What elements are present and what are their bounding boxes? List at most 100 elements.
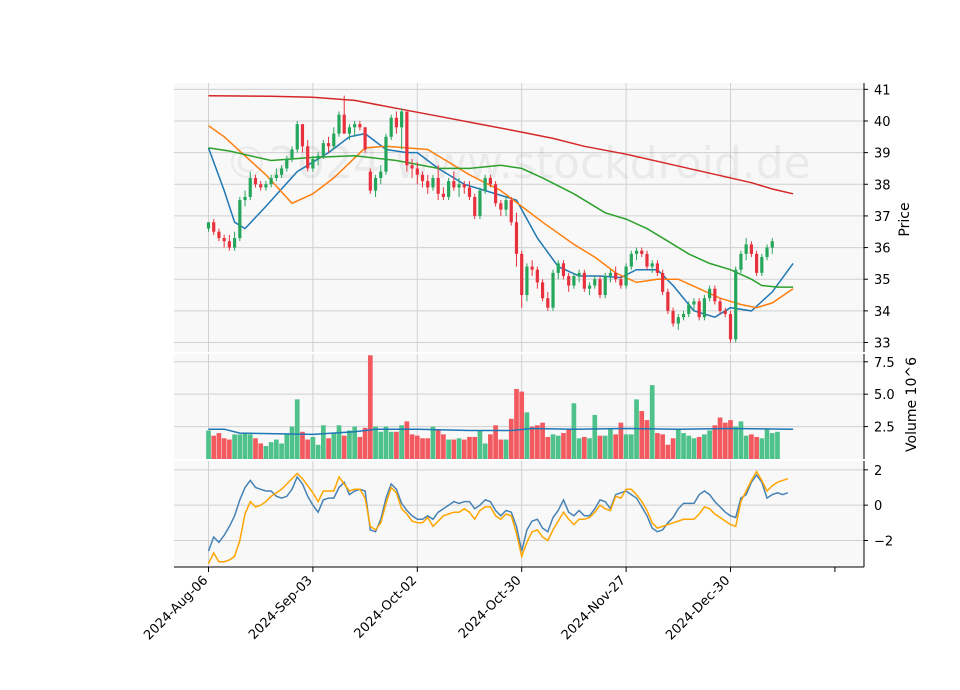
price-axis-label: Price	[897, 202, 913, 236]
candle	[274, 168, 278, 182]
volume-bar	[608, 429, 613, 459]
candle-body	[332, 133, 336, 147]
volume-bar	[759, 438, 765, 459]
volume-bar	[388, 431, 394, 459]
volume-bar	[628, 434, 634, 459]
candle	[415, 162, 419, 185]
volume-bar	[665, 444, 671, 459]
candle	[337, 111, 341, 137]
candle-body	[426, 181, 430, 188]
candle-body	[634, 250, 639, 254]
price-y-tick-label: 40	[874, 115, 891, 130]
candle-body	[728, 314, 733, 340]
candle	[655, 260, 660, 277]
candle-body	[285, 158, 289, 169]
candle	[520, 250, 524, 308]
candle-body	[739, 253, 743, 270]
candle-body	[561, 263, 566, 277]
volume-bar	[456, 438, 462, 459]
volume-bar	[451, 439, 457, 459]
candle	[222, 234, 226, 248]
candle-body	[384, 136, 388, 172]
price-y-tick-label: 33	[874, 337, 891, 352]
candle-body	[311, 158, 315, 169]
volume-bar	[211, 435, 217, 459]
volume-bar	[357, 436, 363, 459]
candlesticks	[206, 95, 774, 343]
volume-bar	[602, 435, 608, 459]
volume-bar	[566, 429, 572, 459]
volume-bar	[446, 439, 451, 459]
candle-body	[655, 263, 660, 273]
candle-body	[530, 266, 534, 270]
candle-body	[279, 168, 284, 175]
candle-body	[608, 272, 613, 277]
candle-body	[462, 184, 466, 188]
volume-bar	[268, 442, 274, 459]
candle-body	[671, 310, 675, 324]
price-y-tick-label: 34	[874, 305, 891, 320]
volume-bar	[769, 433, 775, 459]
candle-body	[572, 276, 576, 286]
candle	[473, 193, 477, 220]
candle-body	[749, 244, 753, 254]
candle-body	[467, 187, 472, 197]
volume-bar	[681, 433, 686, 459]
volume-bar	[722, 422, 728, 459]
y-tick-labels: 33 34 35 36 37 38 39 40 41 2.5 5.0 7.5 −2 0 2	[874, 83, 895, 549]
candle	[212, 219, 216, 235]
candle	[300, 124, 305, 153]
volume-bar	[670, 438, 676, 459]
candle	[269, 174, 273, 188]
candle	[504, 196, 508, 216]
candle-body	[394, 117, 399, 128]
candle	[295, 120, 299, 153]
candle-body	[300, 124, 305, 147]
candle	[384, 133, 388, 175]
candle	[279, 165, 284, 178]
candle-body	[666, 291, 670, 311]
candle-body	[755, 253, 759, 273]
volume-axis-label: Volume 10^6	[904, 357, 920, 452]
volume-bar	[399, 425, 404, 459]
candle-body	[269, 177, 273, 185]
volume-bar	[373, 426, 378, 459]
volume-bar	[441, 434, 446, 459]
candle-body	[713, 288, 717, 302]
candle	[634, 247, 639, 261]
volume-bar	[743, 435, 749, 459]
candle-body	[520, 253, 524, 296]
volume-bar	[420, 438, 425, 459]
candle-body	[723, 310, 727, 315]
candle	[353, 120, 357, 137]
volume-bar	[258, 443, 264, 459]
candle-body	[452, 181, 456, 188]
volume-bar	[587, 438, 592, 459]
candle	[687, 301, 691, 318]
candle	[624, 263, 628, 289]
candle	[577, 269, 581, 283]
volume-bar	[660, 434, 665, 459]
volume-bar	[597, 435, 603, 459]
candle-body	[692, 301, 696, 305]
candle-body	[551, 272, 555, 308]
volume-bar	[493, 425, 498, 459]
macd-line-macd	[207, 473, 789, 552]
ma-line-ma50	[208, 147, 794, 288]
candle	[342, 95, 346, 134]
candle-body	[650, 263, 654, 267]
macd-line-signal	[207, 470, 789, 564]
candle-body	[708, 288, 712, 299]
candle-body	[744, 244, 748, 254]
candle-body	[405, 111, 409, 166]
candle-body	[645, 253, 649, 267]
x-tick-label: 2024-Aug-06	[141, 573, 211, 643]
volume-bar	[644, 420, 650, 459]
volume-bar	[639, 411, 645, 459]
volume-bar	[300, 431, 305, 459]
volume-bar	[404, 421, 410, 459]
candle	[587, 282, 592, 296]
candle	[253, 174, 258, 188]
volume-bar	[232, 434, 237, 459]
candle	[525, 263, 529, 302]
